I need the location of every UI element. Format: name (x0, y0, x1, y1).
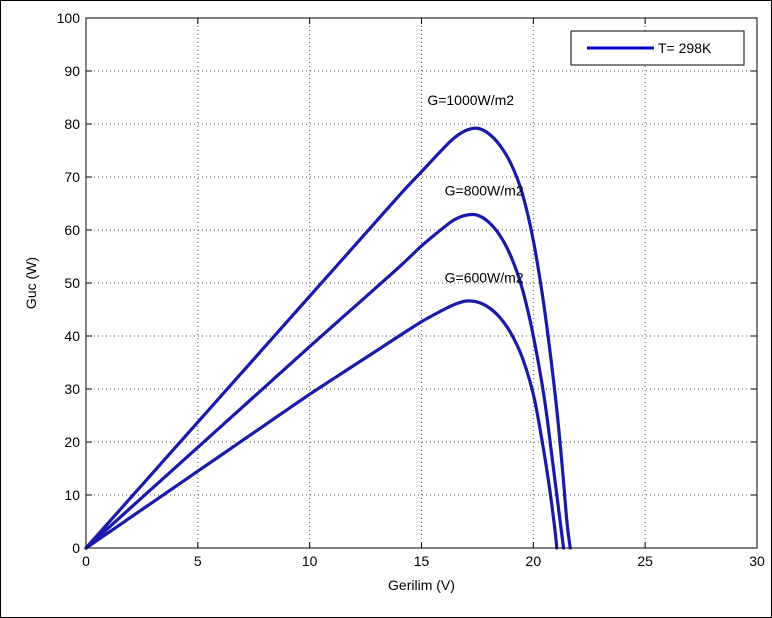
y-tick-label: 80 (64, 116, 80, 132)
x-tick-label: 5 (194, 553, 202, 569)
x-tick-label: 30 (749, 553, 765, 569)
legend: T= 298K (570, 30, 745, 66)
series-line-3 (84, 299, 559, 550)
series-annotation-3: G=600W/m2 (445, 270, 524, 286)
y-tick-label: 20 (64, 434, 80, 450)
grid (86, 18, 757, 548)
ticks: 0 5 10 15 20 25 30 0 10 20 30 40 50 60 70 80 90 100 (57, 10, 765, 569)
y-tick-label: 60 (64, 222, 80, 238)
y-tick-label: 90 (64, 63, 80, 79)
y-tick-label: 0 (72, 540, 80, 556)
x-tick-label: 0 (82, 553, 90, 569)
series-annotation-1: G=1000W/m2 (427, 92, 514, 108)
y-tick-label: 10 (64, 487, 80, 503)
y-tick-label: 40 (64, 328, 80, 344)
y-tick-label: 50 (64, 275, 80, 291)
x-tick-label: 25 (637, 553, 653, 569)
series-annotation-2: G=800W/m2 (445, 182, 524, 198)
plot-series (84, 126, 572, 550)
y-tick-label: 100 (57, 10, 81, 26)
y-tick-label: 70 (64, 169, 80, 185)
series-line-1 (84, 126, 572, 550)
y-tick-label: 30 (64, 381, 80, 397)
x-tick-label: 20 (526, 553, 542, 569)
series-line-2 (84, 212, 566, 550)
legend-entry-label: T= 298K (658, 40, 712, 56)
x-tick-label: 10 (302, 553, 318, 569)
x-axis-label: Gerilim (V) (388, 577, 455, 593)
annotations: G=1000W/m2 G=800W/m2 G=600W/m2 (427, 92, 524, 286)
x-tick-label: 15 (414, 553, 430, 569)
y-axis-label: Guc (W) (23, 257, 39, 309)
